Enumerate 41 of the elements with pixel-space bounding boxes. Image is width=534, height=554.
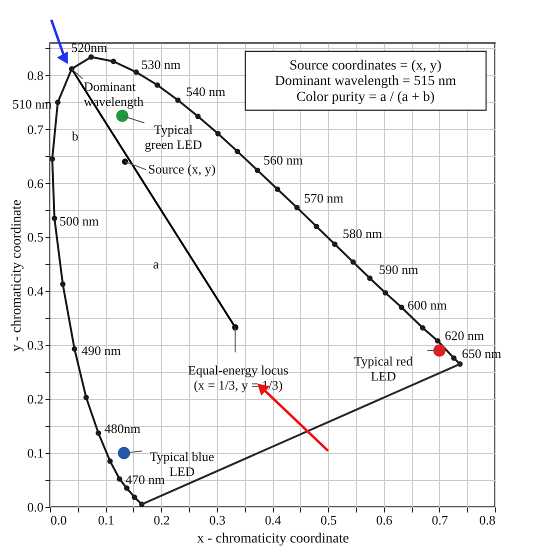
y-tick-label: 0.7 bbox=[27, 122, 44, 137]
y-axis-title: y - chromaticity coordinate bbox=[9, 200, 24, 352]
y-tick-label: 0.2 bbox=[27, 392, 44, 407]
x-tick-label: 0.7 bbox=[432, 512, 448, 528]
annotation: Typical red LED bbox=[354, 354, 414, 384]
y-tick-label: 0.0 bbox=[27, 500, 44, 514]
annotation: Source coordinates = (x, y) bbox=[289, 58, 442, 74]
annotation: 480nm bbox=[104, 421, 141, 436]
y-tick-label: 0.8 bbox=[27, 68, 44, 83]
x-tick-label: 0.3 bbox=[209, 512, 226, 528]
annotation: 590 nm bbox=[378, 262, 418, 278]
x-tick-label: 0.8 bbox=[479, 512, 496, 528]
annotation: 540 nm bbox=[186, 84, 226, 100]
x-tick-label: 0.5 bbox=[320, 512, 337, 528]
y-tick-label: 0.1 bbox=[27, 446, 44, 461]
annotation: Dominant wavelength = 515 nm bbox=[274, 74, 456, 90]
x-tick-label: 0.0 bbox=[50, 512, 67, 528]
x-tick-label: 0.2 bbox=[154, 512, 170, 528]
annotation: 470 nm bbox=[126, 472, 165, 487]
annotation: b bbox=[72, 128, 78, 144]
y-tick-label: 0.5 bbox=[27, 230, 44, 245]
x-tick-label: 0.6 bbox=[376, 512, 393, 528]
annotation: 500 nm bbox=[59, 213, 99, 228]
y-tick-label: 0.4 bbox=[27, 284, 44, 299]
x-tick-label: 0.1 bbox=[98, 512, 114, 528]
annotation: a bbox=[153, 256, 160, 272]
annotation: 570 nm bbox=[304, 190, 344, 206]
annotation: 530 nm bbox=[141, 57, 181, 72]
annotation: 520nm bbox=[71, 40, 108, 56]
annotation: Color purity = a / (a + b) bbox=[296, 90, 435, 105]
x-tick-label: 0.4 bbox=[264, 512, 282, 528]
annotation: 560 nm bbox=[263, 152, 303, 168]
annotation: 580 nm bbox=[342, 226, 382, 242]
y-tick-label: 0.6 bbox=[27, 176, 44, 191]
x-axis-title: x - chromaticity coordinate bbox=[197, 532, 349, 546]
annotation: Source (x, y) bbox=[148, 162, 216, 177]
y-tick-label: 0.3 bbox=[27, 338, 44, 353]
annotation: 600 nm bbox=[408, 297, 447, 312]
annotation: Typical green LED bbox=[144, 122, 202, 152]
annotation: 620 nm bbox=[444, 328, 484, 343]
annotation: 490 nm bbox=[81, 342, 121, 358]
